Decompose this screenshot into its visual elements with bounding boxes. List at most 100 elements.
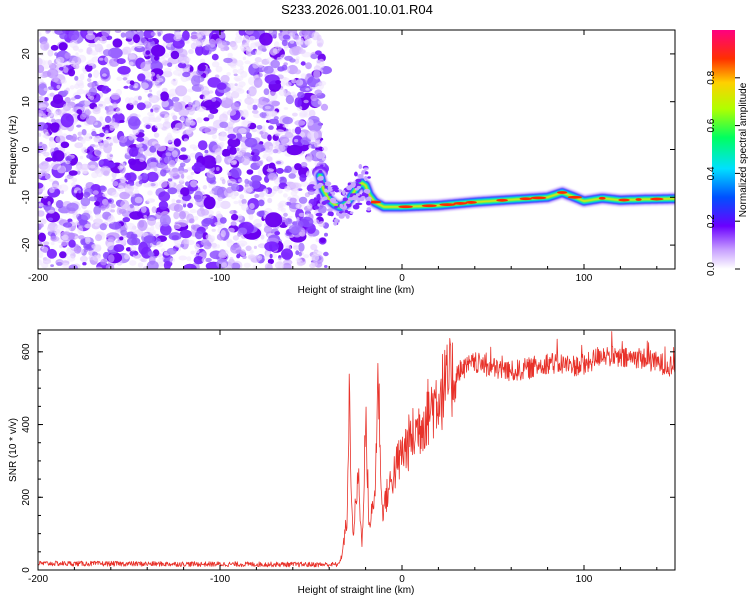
noise-speckle	[201, 155, 217, 169]
noise-speckle	[75, 52, 79, 57]
noise-speckle	[318, 80, 327, 86]
noise-speckle	[227, 109, 237, 116]
noise-speckle	[269, 253, 273, 259]
noise-speckle	[85, 115, 97, 125]
noise-speckle	[238, 30, 246, 36]
noise-speckle	[171, 96, 180, 102]
noise-speckle	[104, 115, 112, 124]
noise-speckle	[105, 208, 111, 212]
noise-speckle	[185, 106, 195, 112]
noise-speckle	[220, 74, 230, 83]
noise-speckle	[172, 127, 181, 134]
signal-speckle	[366, 207, 372, 211]
noise-speckle	[242, 119, 251, 128]
noise-speckle	[239, 249, 246, 257]
noise-speckle	[227, 182, 233, 187]
noise-speckle	[204, 44, 211, 51]
noise-speckle	[87, 82, 96, 88]
noise-speckle	[160, 91, 169, 102]
noise-speckle	[78, 82, 85, 89]
noise-speckle	[203, 117, 210, 122]
noise-speckle	[45, 174, 51, 180]
noise-speckle	[231, 213, 239, 221]
noise-speckle	[277, 45, 282, 51]
noise-speckle	[175, 158, 180, 163]
noise-speckle	[319, 237, 326, 243]
noise-speckle	[220, 200, 231, 210]
noise-speckle	[300, 161, 308, 168]
noise-speckle	[324, 265, 328, 268]
noise-speckle	[244, 97, 255, 105]
noise-speckle	[138, 241, 149, 255]
noise-speckle	[119, 119, 125, 123]
noise-speckle	[79, 163, 91, 170]
noise-speckle	[216, 244, 220, 249]
noise-speckle	[211, 242, 217, 248]
noise-speckle	[315, 151, 326, 159]
y-tick-label: 0	[21, 146, 32, 152]
noise-speckle	[172, 38, 185, 49]
noise-speckle	[56, 84, 61, 89]
noise-speckle	[286, 144, 303, 156]
noise-speckle	[41, 246, 49, 253]
signal-speckle	[333, 205, 339, 209]
signal-peak	[453, 202, 468, 205]
noise-speckle	[275, 263, 279, 268]
noise-speckle	[267, 30, 274, 34]
noise-speckle	[284, 132, 294, 139]
noise-speckle	[283, 193, 288, 198]
noise-speckle	[220, 230, 226, 238]
noise-speckle	[78, 235, 85, 240]
noise-speckle	[47, 112, 54, 117]
noise-speckle	[196, 30, 207, 37]
signal-peak	[649, 197, 664, 201]
noise-speckle	[80, 197, 91, 207]
noise-speckle	[68, 239, 76, 248]
noise-speckle	[156, 241, 163, 248]
noise-speckle	[237, 151, 243, 158]
noise-speckle	[200, 85, 210, 95]
noise-speckle	[310, 53, 318, 60]
signal-speckle	[343, 213, 350, 217]
noise-speckle	[317, 100, 322, 105]
noise-speckle	[297, 91, 305, 99]
noise-speckle	[230, 63, 237, 69]
noise-speckle	[160, 224, 172, 236]
noise-speckle	[298, 212, 305, 217]
noise-speckle	[76, 124, 82, 128]
noise-speckle	[239, 194, 245, 200]
noise-speckle	[254, 194, 260, 198]
noise-speckle	[278, 88, 286, 97]
signal-speckle	[365, 190, 370, 194]
noise-speckle	[146, 227, 152, 232]
noise-speckle	[231, 262, 241, 269]
snr-frame	[37, 329, 676, 571]
noise-speckle	[134, 228, 141, 235]
noise-speckle	[294, 138, 299, 143]
noise-speckle	[245, 132, 252, 140]
noise-speckle	[290, 182, 302, 189]
noise-speckle	[288, 224, 302, 234]
noise-speckle	[299, 110, 308, 117]
noise-speckle	[86, 154, 93, 159]
noise-speckle	[322, 158, 327, 161]
noise-speckle	[122, 217, 131, 223]
chart-title: S233.2026.001.10.01.R04	[281, 2, 433, 17]
noise-speckle	[191, 163, 206, 172]
noise-speckle	[171, 78, 178, 86]
noise-speckle	[136, 30, 141, 33]
noise-speckle	[165, 39, 171, 44]
signal-speckle	[313, 198, 318, 202]
noise-speckle	[94, 43, 104, 53]
noise-speckle	[180, 187, 190, 197]
noise-speckle	[171, 150, 178, 158]
noise-speckle	[281, 248, 293, 260]
signal-speckle	[325, 199, 330, 203]
noise-speckle	[190, 171, 195, 176]
noise-speckle	[300, 61, 306, 66]
noise-speckle	[123, 85, 129, 89]
noise-speckle	[199, 206, 204, 212]
noise-speckle	[198, 84, 203, 88]
noise-speckle	[100, 165, 111, 176]
